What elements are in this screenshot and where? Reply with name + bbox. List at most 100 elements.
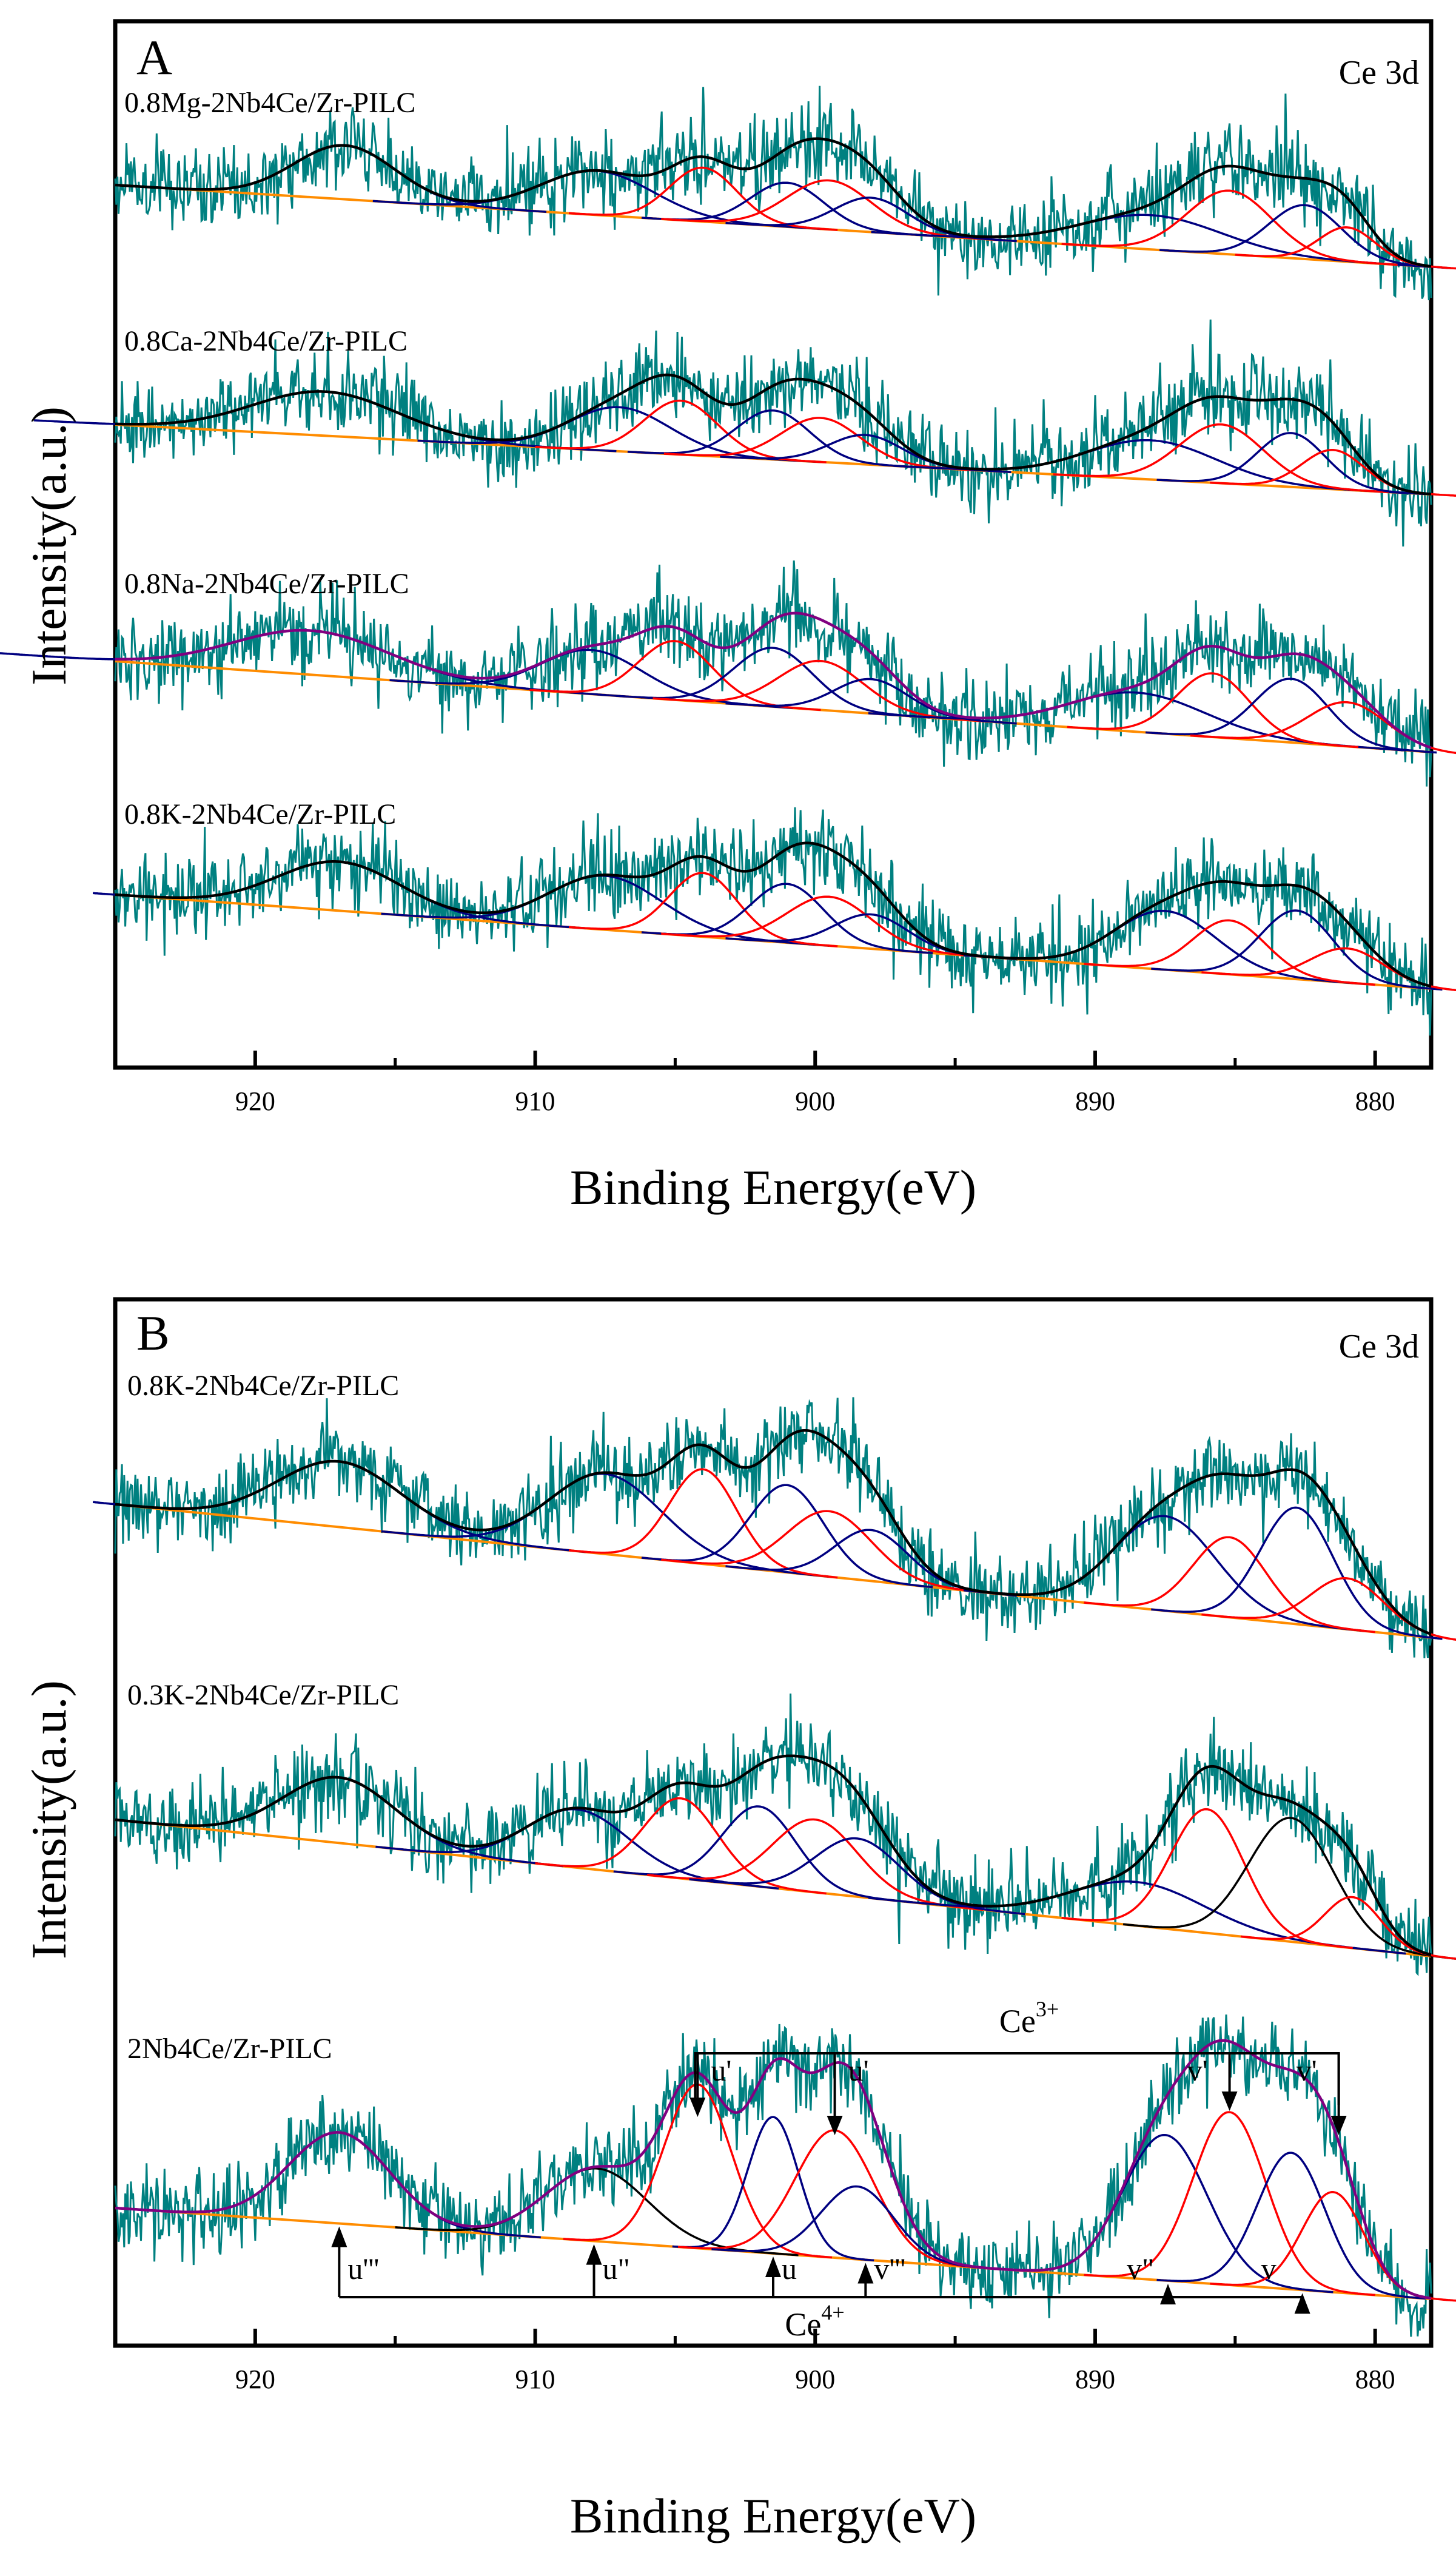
fit-peak-8	[1061, 1808, 1353, 1950]
fit-envelope	[115, 1754, 1432, 1956]
panel-a-letter: A	[136, 30, 172, 85]
series-label: 0.8Mg-2Nb4Ce/Zr-PILC	[124, 87, 415, 119]
series-2: 0.3K-2Nb4Ce/Zr-PILC	[114, 1679, 1456, 1976]
fit-peak-4	[641, 181, 933, 237]
fit-peak-5	[663, 417, 978, 472]
x-tick-label: 920	[235, 1086, 275, 1116]
raw-spectrum	[114, 1693, 1432, 1976]
ce3-superscript: 3+	[1036, 1997, 1059, 2021]
ce3-marker-arrow	[827, 2116, 843, 2135]
fit-peak-5	[646, 1818, 984, 1911]
ce3-marker-arrow	[1221, 2092, 1238, 2111]
series-2: 0.8Ca-2Nb4Ce/Zr-PILC	[34, 319, 1456, 547]
ce4-marker-arrow	[586, 2244, 602, 2265]
fit-peak-5	[661, 1510, 998, 1595]
fit-peak-10	[1201, 1577, 1456, 1641]
fit-envelope	[115, 1429, 1432, 1636]
fit-peak-8	[1084, 919, 1375, 986]
ce4-marker-arrow	[1160, 2284, 1176, 2304]
fit-peak-2	[375, 1808, 779, 1890]
fit-envelope	[115, 611, 1432, 749]
fit-peak-4	[672, 2116, 874, 2262]
x-tick-label: 900	[795, 2364, 835, 2394]
fit-envelope	[115, 373, 1432, 496]
x-tick-label: 900	[795, 1086, 835, 1116]
panel-a-y-axis-title: Intensity(a.u.)	[21, 406, 76, 685]
panel-a-curves: 0.8Mg-2Nb4Ce/Zr-PILC 0.8Ca-2Nb4Ce/Zr-PILC…	[0, 86, 1456, 1036]
panel-b-curves: 0.8K-2Nb4Ce/Zr-PILC 0.3K-2Nb4Ce/Zr-PILC 2N…	[92, 1370, 1456, 2337]
fit-peak-10	[1201, 947, 1456, 992]
x-tick-label: 920	[235, 2364, 275, 2394]
series-label: 2Nb4Ce/Zr-PILC	[127, 2033, 332, 2065]
fit-envelope	[115, 137, 1432, 268]
fit-peak-4	[627, 409, 919, 468]
ce3-marker-arrow	[689, 2098, 706, 2117]
series-1: 0.8Mg-2Nb4Ce/Zr-PILC	[114, 86, 1456, 300]
fit-peak-9	[1156, 2152, 1426, 2300]
raw-spectrum	[114, 2014, 1432, 2337]
fit-peak-9	[1151, 1506, 1443, 1640]
ce4-marker-label: u'''	[347, 2252, 379, 2286]
fit-peak-10	[1190, 701, 1456, 755]
ce3-marker-label: u'	[848, 2053, 869, 2087]
fit-peak-3	[568, 1468, 838, 1579]
raw-spectrum	[114, 1397, 1432, 1658]
series-1: 0.8K-2Nb4Ce/Zr-PILC	[92, 1370, 1456, 1658]
panel-b-y-axis-title: Intensity(a.u.)	[21, 1680, 76, 1959]
panel-a-frame	[113, 19, 1434, 1070]
fit-peak-10	[1210, 2191, 1456, 2302]
fit-peak-7	[871, 214, 1432, 268]
ce4-marker-arrow	[857, 2263, 874, 2284]
panel-b-annotations: Ce3+ u' u' v' v' Ce4+ u''' u" u v''' v" v	[331, 1997, 1347, 2343]
series-label: 0.8Ca-2Nb4Ce/Zr-PILC	[124, 325, 408, 357]
ce4-superscript: 4+	[821, 2300, 844, 2324]
panel-a-corner-label: Ce 3d	[1339, 54, 1419, 92]
ce4-marker-label: u	[782, 2252, 797, 2286]
ce3-marker-arrow	[1330, 2116, 1347, 2135]
fit-peak-4	[641, 883, 933, 955]
series-3: 0.8Na-2Nb4Ce/Zr-PILC	[0, 560, 1456, 787]
fit-peak-3	[535, 1797, 827, 1895]
ce3-marker-label: u'	[711, 2053, 731, 2087]
series-3: 2Nb4Ce/Zr-PILC	[114, 2014, 1456, 2337]
panel-b-corner-label: Ce 3d	[1339, 1328, 1419, 1365]
ce4-marker-arrow	[765, 2256, 781, 2277]
fit-peak-9	[1156, 432, 1426, 496]
fit-peak-8	[1067, 672, 1359, 749]
ce3-marker-label: v'	[1297, 2053, 1317, 2087]
fit-envelope	[115, 2039, 1432, 2300]
fit-peak-5	[661, 895, 998, 959]
fit-peak-9	[1159, 204, 1451, 269]
ce4-marker-arrow	[1294, 2293, 1310, 2314]
x-tick-label: 910	[515, 2364, 555, 2394]
fit-peak-3	[568, 872, 838, 947]
fit-peak-2	[389, 648, 793, 709]
panel-b-letter: B	[136, 1305, 170, 1361]
series-label: 0.8Na-2Nb4Ce/Zr-PILC	[124, 568, 409, 600]
fit-peak-2	[395, 2167, 799, 2256]
fit-peak-3	[568, 166, 838, 231]
fit-peak-9	[1122, 1817, 1456, 1960]
x-tick-label: 890	[1075, 1086, 1115, 1116]
panel-b-x-axis-title: Binding Energy(eV)	[570, 2488, 976, 2543]
series-label: 0.8K-2Nb4Ce/Zr-PILC	[127, 1370, 399, 1402]
ce4-label: Ce4+	[785, 2300, 844, 2343]
ce4-marker-label: v"	[1127, 2252, 1154, 2286]
fit-envelope	[115, 841, 1432, 988]
fit-peak-8	[1061, 189, 1398, 266]
ce3-bracket	[694, 2052, 1340, 2105]
ce4-marker-label: v	[1261, 2252, 1277, 2286]
panel-a-x-axis-title: Binding Energy(eV)	[570, 1160, 976, 1215]
series-4: 0.8K-2Nb4Ce/Zr-PILC	[92, 798, 1456, 1036]
series-label: 0.3K-2Nb4Ce/Zr-PILC	[127, 1679, 399, 1711]
fit-peak-9	[1151, 909, 1443, 991]
fit-peak-4	[641, 1484, 933, 1589]
x-tick-label: 910	[515, 1086, 555, 1116]
raw-spectrum	[114, 807, 1432, 1036]
series-label: 0.8K-2Nb4Ce/Zr-PILC	[124, 798, 396, 830]
fit-peak-8	[1084, 1536, 1375, 1634]
x-tick-label: 890	[1075, 2364, 1115, 2394]
x-tick-label: 880	[1355, 2364, 1395, 2394]
fit-peak-8	[1053, 423, 1389, 494]
